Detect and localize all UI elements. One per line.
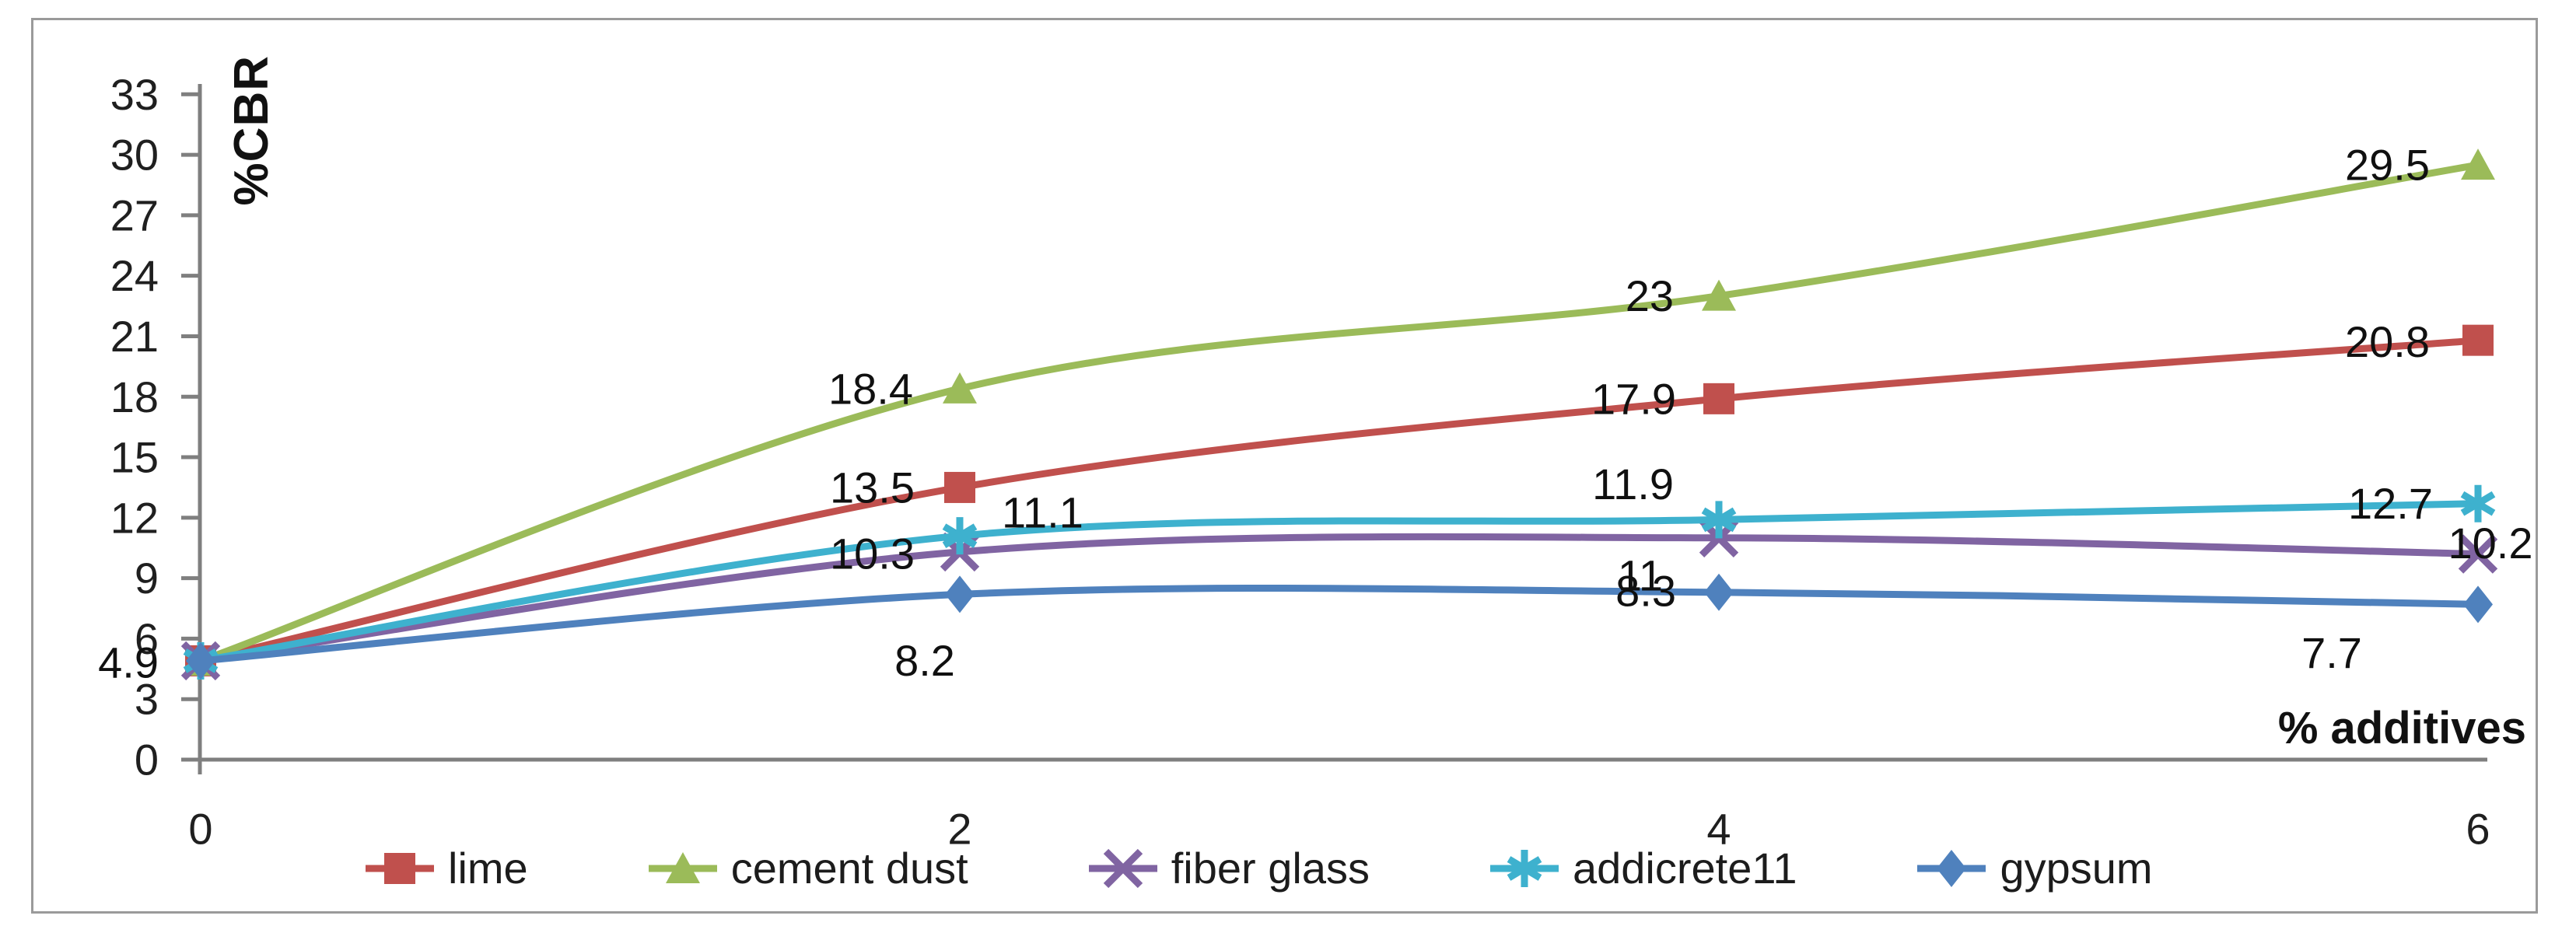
y-tick-label-6: 6 [135, 614, 159, 663]
series-line-gypsum [200, 584, 2479, 665]
y-tick-label-9: 9 [135, 554, 159, 603]
data-point-gypsum-x4 [1704, 573, 1734, 611]
legend-marker-glyph [1103, 848, 1143, 889]
gypsum-marker-icon [1917, 850, 1986, 887]
data-point-fiber-glass-x6 [2458, 534, 2498, 574]
y-tick-label-24: 24 [110, 251, 159, 300]
data-label-12.7: 12.7 [2348, 479, 2433, 528]
y-tick-label-15: 15 [110, 433, 159, 482]
y-tick-label-12: 12 [110, 493, 159, 542]
data-label-8.2: 8.2 [894, 636, 955, 685]
data-label-20.8: 20.8 [2345, 317, 2430, 366]
data-label-7.7: 7.7 [2301, 628, 2362, 677]
x-axis-title: % additives [2277, 703, 2526, 753]
legend-label: fiber glass [1171, 844, 1370, 893]
data-point-cement-dust-x6 [2461, 149, 2495, 180]
data-point-addicrete11-x2 [942, 517, 978, 555]
series-line-lime [199, 337, 2479, 665]
data-point-lime-x2 [944, 471, 975, 503]
series-line-addicrete11 [200, 500, 2479, 665]
legend-label: lime [448, 844, 528, 893]
y-axis-title: %CBR [222, 48, 280, 213]
data-label-18.4: 18.4 [828, 364, 913, 413]
data-label-11: 11 [1618, 550, 1663, 599]
y-axis-title-text: %CBR [224, 55, 278, 206]
data-point-addicrete11-x6 [2460, 484, 2496, 522]
x-tick-label-4: 4 [1706, 805, 1731, 854]
data-label-17.9: 17.9 [1591, 374, 1676, 423]
y-tick-label-0: 0 [135, 736, 159, 785]
data-point-gypsum-x0 [186, 641, 215, 680]
legend-label: gypsum [2000, 844, 2153, 893]
data-label-23: 23 [1626, 271, 1674, 320]
data-label-4.9: 4.9 [98, 638, 159, 687]
legend-item-addicrete11: addicrete11 [1489, 844, 1797, 893]
y-tick-label-18: 18 [110, 372, 159, 421]
data-label-10.3: 10.3 [830, 529, 915, 578]
data-label-11.9: 11.9 [1592, 460, 1674, 508]
data-label-10.2: 10.2 [2448, 519, 2533, 568]
y-tick-label-21: 21 [110, 312, 159, 361]
data-point-addicrete11-x4 [1701, 501, 1737, 539]
data-point-gypsum-x2 [945, 575, 975, 613]
data-point-gypsum-x6 [2463, 585, 2493, 624]
legend-item-cement-dust: cement dust [648, 844, 968, 893]
series-line-cement-dust [199, 161, 2479, 665]
legend-item-gypsum: gypsum [1917, 844, 2153, 893]
y-tick-label-30: 30 [110, 131, 159, 180]
cement-dust-marker-icon [648, 852, 717, 883]
y-tick-label-3: 3 [135, 675, 159, 724]
chart-border [31, 18, 2538, 914]
x-tick-label-2: 2 [947, 805, 971, 854]
legend-item-lime: lime [366, 845, 528, 892]
data-point-cement-dust-x2 [943, 372, 977, 404]
legend-marker-glyph [1507, 850, 1542, 887]
series-line-fiber-glass [200, 533, 2479, 665]
legend-label: cement dust [730, 844, 968, 893]
legend-marker-glyph [665, 852, 700, 883]
data-point-lime-x6 [2462, 324, 2494, 356]
x-tick-label-0: 0 [188, 805, 212, 854]
data-label-8.3: 8.3 [1615, 566, 1676, 615]
fiber-glass-marker-icon [1088, 848, 1157, 889]
y-tick-label-33: 33 [110, 70, 159, 119]
data-label-13.5: 13.5 [830, 463, 915, 512]
y-tick-label-27: 27 [110, 190, 159, 239]
data-label-29.5: 29.5 [2345, 141, 2430, 190]
x-tick-label-6: 6 [2466, 805, 2490, 854]
data-point-cement-dust-x4 [1702, 279, 1736, 311]
data-label-11.1: 11.1 [1002, 488, 1083, 537]
legend-marker-glyph [384, 853, 415, 884]
addicrete11-marker-icon [1489, 850, 1559, 887]
data-point-lime-x4 [1703, 383, 1734, 414]
legend: lime cement dust fiber glass addicrete11… [366, 840, 2153, 897]
legend-marker-glyph [1937, 850, 1967, 887]
lime-marker-icon [366, 853, 434, 884]
legend-label: addicrete11 [1572, 844, 1797, 893]
legend-item-fiber-glass: fiber glass [1088, 844, 1370, 893]
